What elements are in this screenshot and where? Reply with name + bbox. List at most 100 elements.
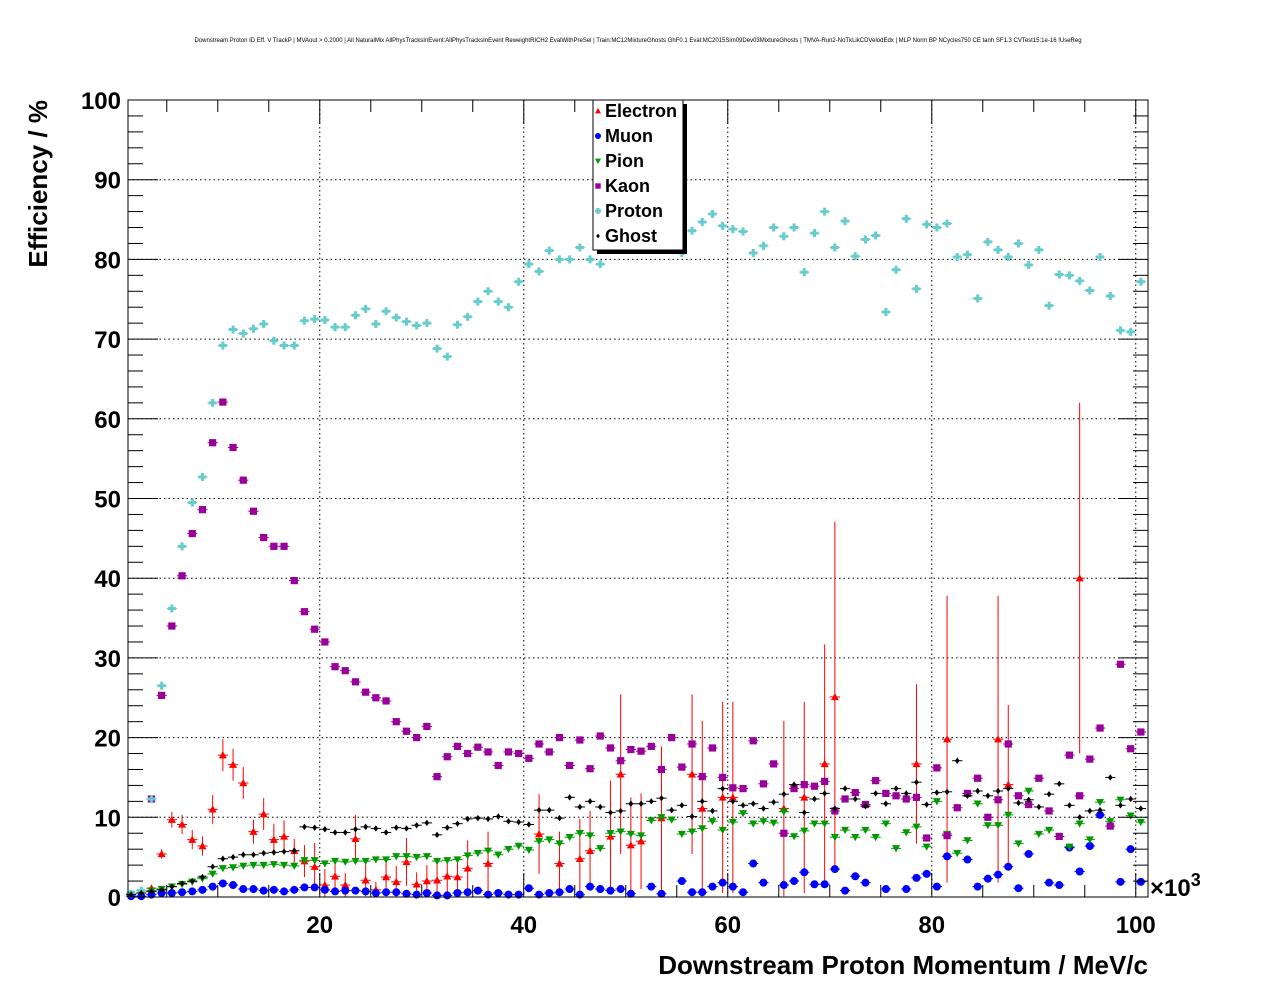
pion-point [688,828,697,836]
proton-point [830,243,839,252]
proton-point [932,223,941,232]
electron-point [229,760,238,768]
kaon-point [494,761,502,770]
proton-point [851,252,860,261]
proton-point [494,297,503,306]
ghost-point [801,809,807,816]
electron-point [698,804,707,812]
ghost-point [271,849,277,856]
ghost-point [485,815,491,823]
electron-point [1004,780,1013,788]
pion-point [800,827,809,835]
ghost-point [393,824,399,831]
ghost-point [720,785,726,792]
muon-point [463,888,472,897]
muon-point [198,885,207,894]
proton-point [779,232,788,241]
y-tick-label: 80 [94,247,121,274]
pion-point [932,798,941,806]
electron-point [535,830,544,838]
ghost-point [1107,774,1113,781]
muon-point [626,889,635,898]
pion-point [320,860,329,868]
ghost-point [251,851,256,858]
pion-point [545,836,554,844]
proton-point [575,243,584,252]
muon-point [708,882,717,891]
kaon-point [474,743,482,751]
kaon-point [300,608,309,616]
muon-point [677,877,686,886]
proton-point [871,231,880,240]
ghost-point [761,805,766,812]
proton-point [310,315,319,324]
ghost-point [883,800,889,807]
pion-point [494,851,503,859]
kaon-point [780,829,788,837]
kaon-point [545,748,553,756]
muon-point [361,887,370,896]
ghost-point [1056,780,1062,788]
pion-point [1085,836,1094,844]
legend-marker-ghost [596,233,600,239]
pion-point [637,832,646,840]
ghost-point [934,789,940,796]
pion-point [1024,787,1033,795]
ghost-point [893,785,899,792]
kaon-point [321,638,329,646]
legend-marker-proton [595,208,601,214]
pion-point [412,853,421,862]
ghost-point [740,802,746,809]
proton-point [290,341,299,350]
pion-point [249,861,258,870]
series-proton [125,207,1146,898]
pion-point [259,861,268,870]
kaon-point [249,507,258,515]
kaon-point [311,625,319,633]
kaon-point [188,529,196,538]
proton-point [943,219,952,228]
ghost-point [516,818,522,826]
kaon-point [515,749,523,758]
ghost-point [842,785,848,792]
pion-point [820,820,829,828]
kaon-point [994,796,1002,804]
kaon-point [708,744,717,752]
electron-point [433,876,442,884]
muon-point [973,882,982,891]
ghost-point [628,800,634,807]
kaon-point [617,757,625,765]
x-tick-label: 100 [1116,912,1156,939]
proton-point [586,255,595,264]
electron-point [382,873,391,881]
ghost-point [322,826,328,833]
y-tick-label: 10 [94,805,121,832]
ghost-point [1046,790,1052,798]
y-tick-label: 40 [94,566,121,593]
pion-point [586,832,595,840]
proton-point [565,255,574,264]
kaon-point [1086,755,1094,763]
pion-point [626,830,635,839]
kaon-point [484,748,492,756]
muon-point [188,887,197,896]
electron-point [280,832,289,840]
electron-point [820,759,829,768]
muon-point [341,886,350,895]
kaon-point [331,663,339,671]
pion-point [790,833,799,841]
pion-point [1034,830,1043,839]
kaon-point [943,832,951,840]
electron-point [555,859,564,867]
series-pion [125,787,1146,899]
proton-point [1045,301,1054,310]
kaon-point [637,747,645,755]
proton-point [718,221,727,230]
pion-point [239,862,248,870]
proton-point [861,235,870,244]
ghost-point [536,806,542,814]
muon-point [800,868,809,877]
muon-point [290,885,299,894]
ghost-point [210,863,216,870]
pion-point [208,870,217,878]
